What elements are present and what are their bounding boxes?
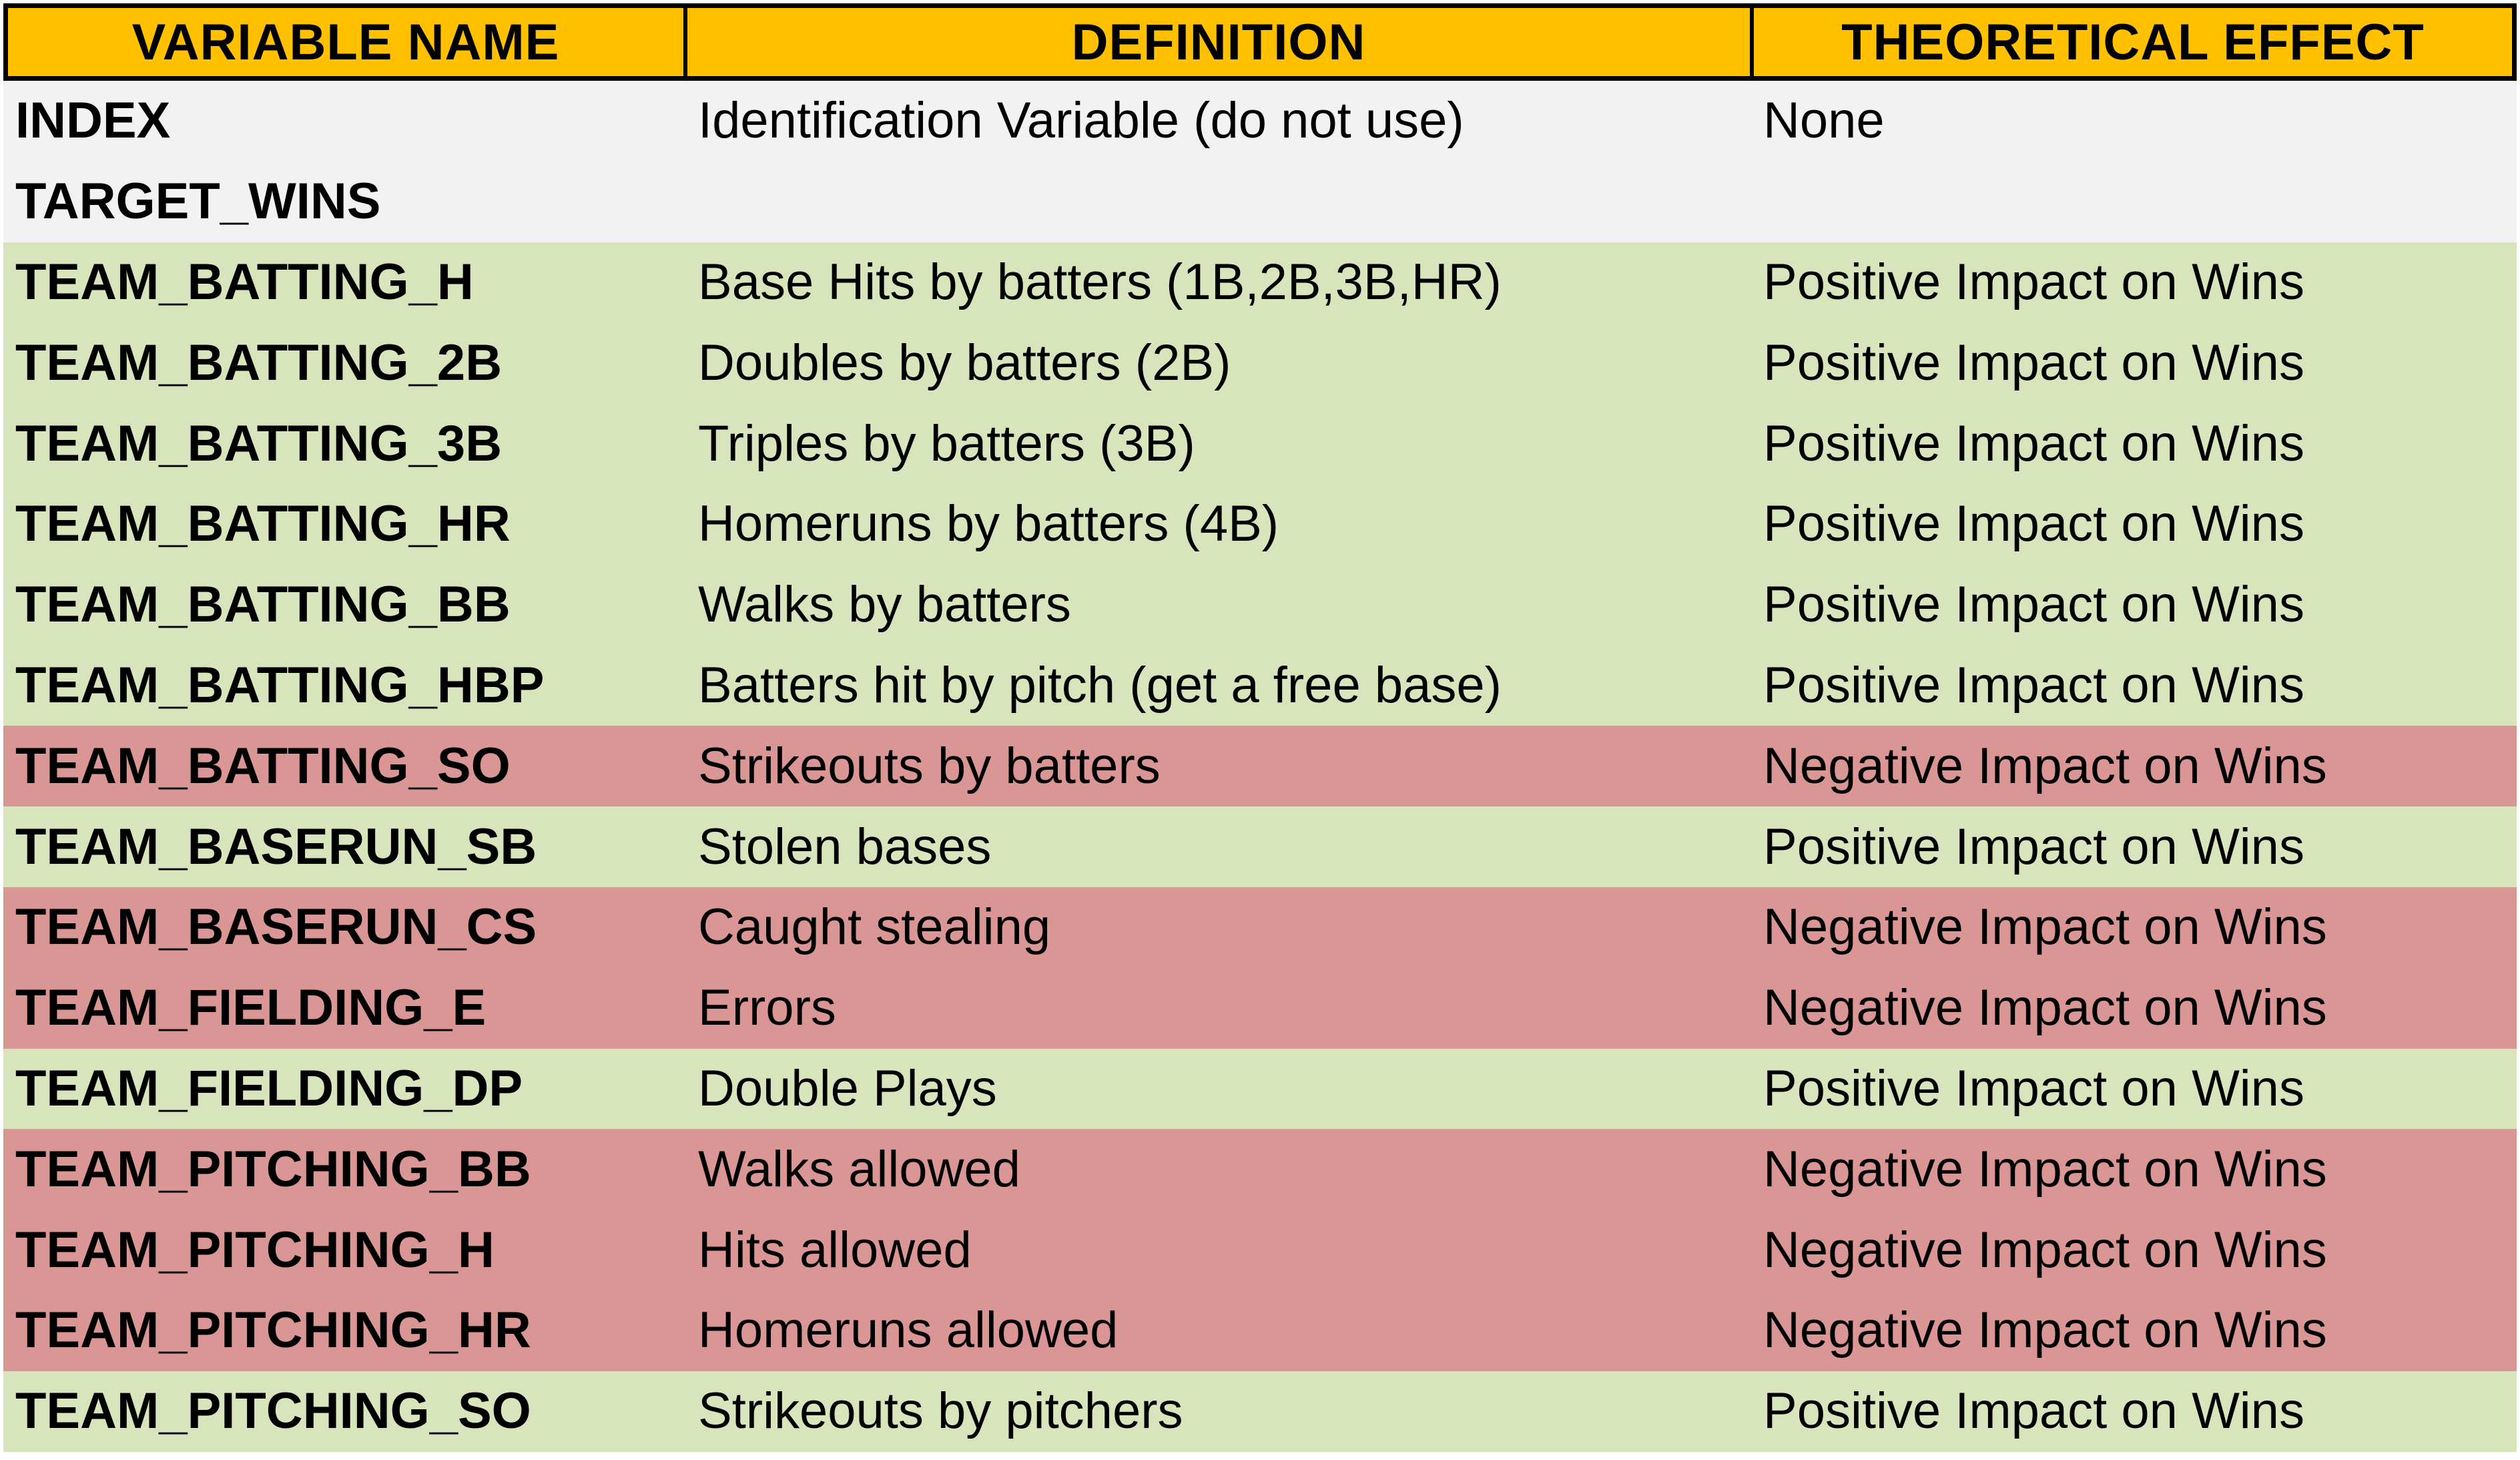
definition-cell: Strikeouts by pitchers bbox=[698, 1383, 1183, 1440]
definition-cell: Walks by batters bbox=[698, 576, 1071, 634]
effect-cell: Positive Impact on Wins bbox=[1763, 656, 2304, 714]
definition-cell: Double Plays bbox=[698, 1059, 997, 1117]
table-row: TARGET_WINS bbox=[3, 161, 2517, 242]
definition-cell: Hits allowed bbox=[698, 1221, 972, 1278]
table-row: TEAM_BATTING_BB Walks by batters Positive … bbox=[3, 564, 2517, 646]
table-row: TEAM_PITCHING_H Hits allowed Negative Impa… bbox=[3, 1210, 2517, 1290]
definition-cell: Strikeouts by batters bbox=[698, 737, 1161, 794]
table-row: TEAM_FIELDING_DP Double Plays Positive Imp… bbox=[3, 1048, 2517, 1130]
definition-cell: Doubles by batters (2B) bbox=[698, 334, 1231, 391]
variable-name-cell: TEAM_BATTING_3B bbox=[15, 415, 503, 472]
effect-cell: Positive Impact on Wins bbox=[1763, 818, 2304, 875]
table-row: TEAM_BASERUN_CS Caught stealing Negative I… bbox=[3, 887, 2517, 968]
definition-cell: Triples by batters (3B) bbox=[698, 415, 1195, 472]
effect-cell: Positive Impact on Wins bbox=[1763, 576, 2304, 634]
effect-cell: None bbox=[1763, 92, 1885, 150]
definition-cell: Identification Variable (do not use) bbox=[698, 92, 1464, 150]
definition-cell: Homeruns by batters (4B) bbox=[698, 495, 1279, 553]
variable-name-cell: TEAM_PITCHING_BB bbox=[15, 1140, 531, 1198]
column-header-variable-name: VARIABLE NAME bbox=[8, 8, 687, 76]
definition-cell: Base Hits by batters (1B,2B,3B,HR) bbox=[698, 253, 1502, 310]
variable-name-cell: TEAM_BASERUN_CS bbox=[15, 899, 537, 956]
table-body: INDEX Identification Variable (do not use… bbox=[3, 81, 2517, 1452]
variable-name-cell: TEAM_BATTING_HBP bbox=[15, 656, 545, 714]
effect-cell: Negative Impact on Wins bbox=[1763, 1302, 2327, 1359]
table-row: INDEX Identification Variable (do not use… bbox=[3, 81, 2517, 162]
table-row: TEAM_PITCHING_SO Strikeouts by pitchers Po… bbox=[3, 1371, 2517, 1452]
table-row: TEAM_BATTING_HR Homeruns by batters (4B) P… bbox=[3, 483, 2517, 565]
definition-cell: Caught stealing bbox=[698, 899, 1051, 956]
definition-cell: Stolen bases bbox=[698, 818, 992, 875]
variable-name-cell: TEAM_BATTING_2B bbox=[15, 334, 503, 391]
variable-name-cell: TEAM_PITCHING_SO bbox=[15, 1383, 531, 1440]
table-row: TEAM_BATTING_SO Strikeouts by batters Nega… bbox=[3, 726, 2517, 807]
variable-name-cell: TEAM_PITCHING_H bbox=[15, 1221, 495, 1278]
effect-cell: Positive Impact on Wins bbox=[1763, 495, 2304, 553]
variable-name-cell: INDEX bbox=[15, 92, 171, 150]
variable-name-cell: TARGET_WINS bbox=[15, 173, 381, 230]
column-header-definition: DEFINITION bbox=[687, 8, 1754, 76]
table-row: TEAM_PITCHING_HR Homeruns allowed Negative… bbox=[3, 1290, 2517, 1371]
effect-cell: Positive Impact on Wins bbox=[1763, 415, 2304, 472]
variable-name-cell: TEAM_BATTING_H bbox=[15, 253, 474, 310]
variable-name-cell: TEAM_FIELDING_E bbox=[15, 979, 487, 1037]
effect-cell: Negative Impact on Wins bbox=[1763, 737, 2327, 794]
table-row: TEAM_BATTING_2B Doubles by batters (2B) Po… bbox=[3, 322, 2517, 404]
variable-name-cell: TEAM_BATTING_HR bbox=[15, 495, 511, 553]
effect-cell: Negative Impact on Wins bbox=[1763, 1221, 2327, 1278]
table-header: VARIABLE NAME DEFINITION THEORETICAL EFF… bbox=[3, 3, 2517, 81]
definition-cell: Errors bbox=[698, 979, 836, 1037]
column-header-theoretical-effect: THEORETICAL EFFECT bbox=[1841, 13, 2425, 71]
effect-cell: Negative Impact on Wins bbox=[1763, 899, 2327, 956]
table-row: TEAM_BATTING_H Base Hits by batters (1B,2… bbox=[3, 242, 2517, 323]
definition-cell: Homeruns allowed bbox=[698, 1302, 1119, 1359]
effect-cell: Positive Impact on Wins bbox=[1763, 334, 2304, 391]
definition-cell: Batters hit by pitch (get a free base) bbox=[698, 656, 1502, 714]
table-row: TEAM_FIELDING_E Errors Negative Impact on … bbox=[3, 967, 2517, 1049]
effect-cell: Negative Impact on Wins bbox=[1763, 979, 2327, 1037]
variable-name-cell: TEAM_FIELDING_DP bbox=[15, 1059, 523, 1117]
table-row: TEAM_BASERUN_SB Stolen bases Positive Impa… bbox=[3, 806, 2517, 887]
variable-name-cell: TEAM_BATTING_BB bbox=[15, 576, 511, 634]
table-row: TEAM_PITCHING_BB Walks allowed Negative Im… bbox=[3, 1129, 2517, 1210]
definition-cell: Walks allowed bbox=[698, 1140, 1020, 1198]
variable-name-cell: TEAM_PITCHING_HR bbox=[15, 1302, 531, 1359]
table-row: TEAM_BATTING_3B Triples by batters (3B) Po… bbox=[3, 403, 2517, 484]
table-row: TEAM_BATTING_HBP Batters hit by pitch (ge… bbox=[3, 645, 2517, 726]
effect-cell: Positive Impact on Wins bbox=[1763, 253, 2304, 310]
variables-table: VARIABLE NAME DEFINITION THEORETICAL EFF… bbox=[3, 3, 2517, 1452]
effect-cell: Positive Impact on Wins bbox=[1763, 1383, 2304, 1440]
variable-name-cell: TEAM_BASERUN_SB bbox=[15, 818, 537, 875]
effect-cell: Positive Impact on Wins bbox=[1763, 1059, 2304, 1117]
effect-cell: Negative Impact on Wins bbox=[1763, 1140, 2327, 1198]
variable-name-cell: TEAM_BATTING_SO bbox=[15, 737, 511, 794]
